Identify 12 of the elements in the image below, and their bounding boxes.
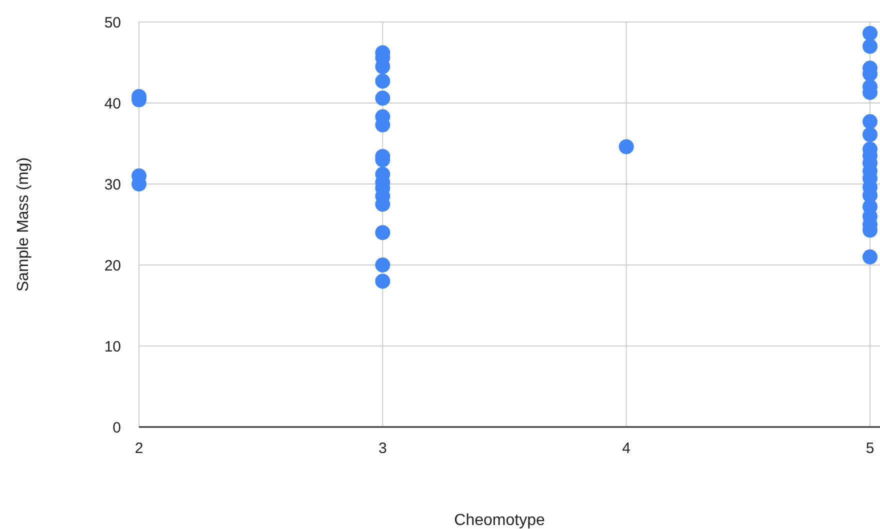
y-tick-label: 10 <box>104 338 121 356</box>
y-axis-title: Sample Mass (mg) <box>15 157 32 292</box>
x-axis-title: Cheomotype <box>454 512 545 529</box>
x-tick-label: 5 <box>866 440 874 457</box>
y-tick-label: 30 <box>104 176 121 194</box>
y-tick-label: 0 <box>112 419 121 436</box>
y-tick-label: 50 <box>104 14 121 32</box>
x-tick-label: 4 <box>622 440 631 457</box>
x-tick-label: 2 <box>134 440 144 457</box>
y-tick-label: 40 <box>104 95 121 112</box>
x-tick-label: 3 <box>378 440 387 457</box>
y-tick-label: 20 <box>104 257 121 274</box>
